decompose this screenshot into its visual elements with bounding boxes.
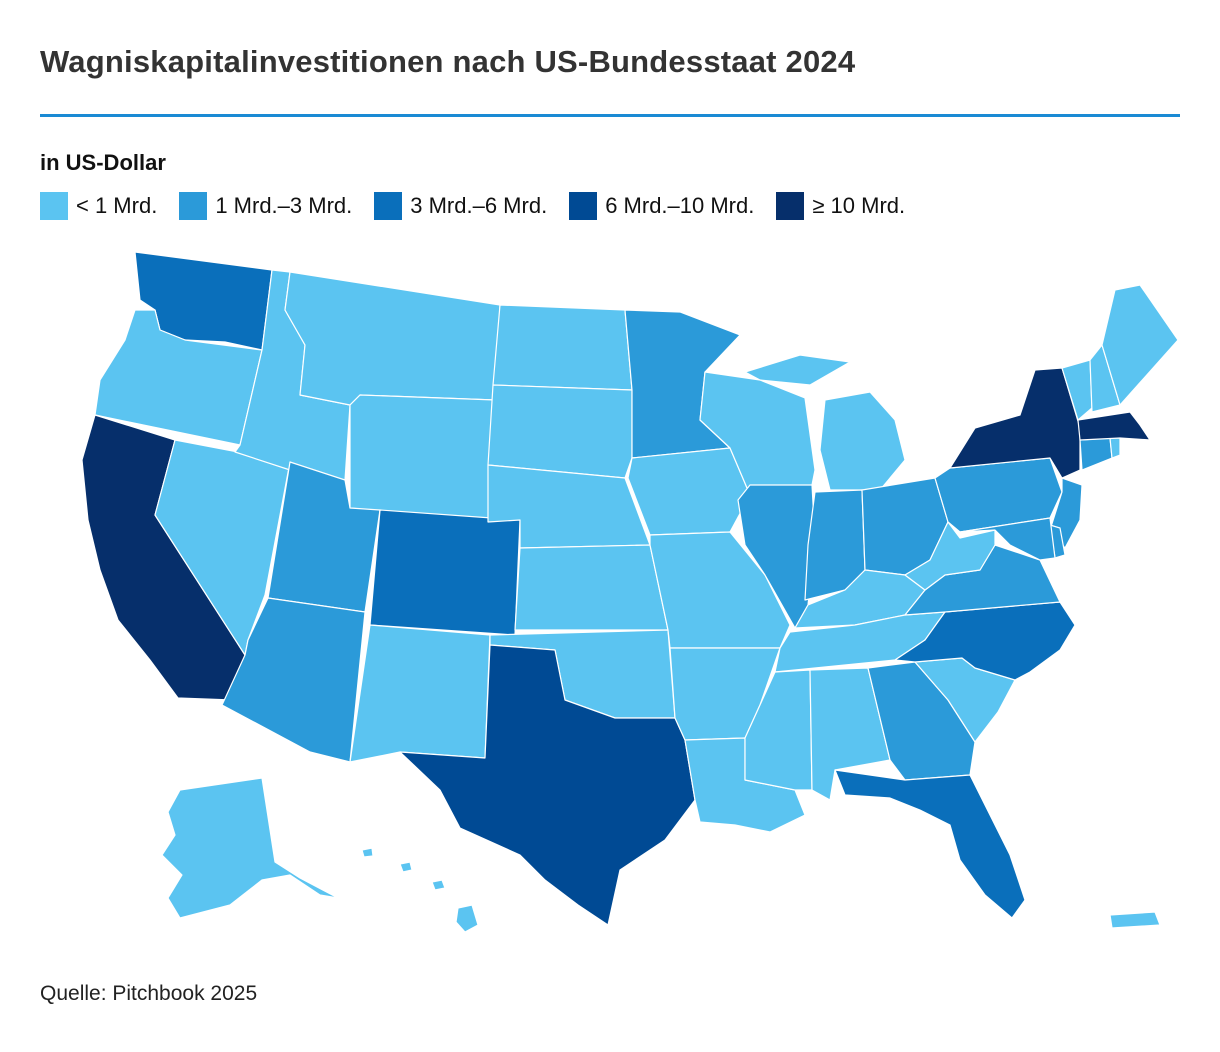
state-RI (1109, 437, 1121, 459)
legend-swatch-2 (179, 192, 208, 220)
state-FL (834, 769, 1026, 919)
state-MD (959, 517, 1056, 561)
legend-label-3: 3 Mrd.–6 Mrd. (410, 193, 548, 218)
state-CO (369, 509, 521, 636)
state-WY (349, 394, 496, 523)
state-MT (284, 271, 501, 406)
state-NM (349, 624, 491, 763)
state-AK (161, 777, 339, 919)
legend-label-1: < 1 Mrd. (76, 193, 158, 218)
legend-swatch-3 (374, 192, 403, 220)
legend-label-4: 6 Mrd.–10 Mrd. (605, 193, 755, 218)
legend-item-4: 6 Mrd.–10 Mrd. (569, 192, 754, 220)
legend: < 1 Mrd. 1 Mrd.–3 Mrd. 3 Mrd.–6 Mrd. 6 M… (40, 192, 927, 220)
state-NY (949, 367, 1081, 479)
state-ND (492, 304, 633, 391)
state-CT (1079, 437, 1113, 471)
state-AZ (221, 597, 366, 763)
state-SD (487, 384, 633, 479)
title-rule (40, 114, 1180, 117)
legend-swatch-4 (569, 192, 598, 220)
legend-swatch-5 (776, 192, 805, 220)
source-note: Quelle: Pitchbook 2025 (40, 982, 258, 1005)
legend-item-5: ≥ 10 Mrd. (776, 192, 905, 220)
chart-title: Wagniskapitalinvestitionen nach US-Bunde… (40, 44, 856, 79)
legend-label-2: 1 Mrd.–3 Mrd. (215, 193, 353, 218)
legend-label-5: ≥ 10 Mrd. (812, 193, 906, 218)
legend-item-3: 3 Mrd.–6 Mrd. (374, 192, 547, 220)
state-PR (1109, 911, 1161, 929)
state-TX (399, 644, 696, 926)
legend-item-1: < 1 Mrd. (40, 192, 157, 220)
us-map (81, 251, 1179, 933)
state-IA (627, 447, 751, 536)
state-WV (904, 521, 996, 591)
state-KS (514, 544, 669, 631)
state-ME (1101, 284, 1179, 406)
state-MA (1077, 411, 1151, 441)
state-NC (894, 601, 1076, 681)
state-HI (361, 847, 479, 933)
unit-label: in US-Dollar (40, 150, 166, 175)
legend-item-2: 1 Mrd.–3 Mrd. (179, 192, 352, 220)
state-MI (744, 354, 906, 491)
legend-swatch-1 (40, 192, 68, 220)
